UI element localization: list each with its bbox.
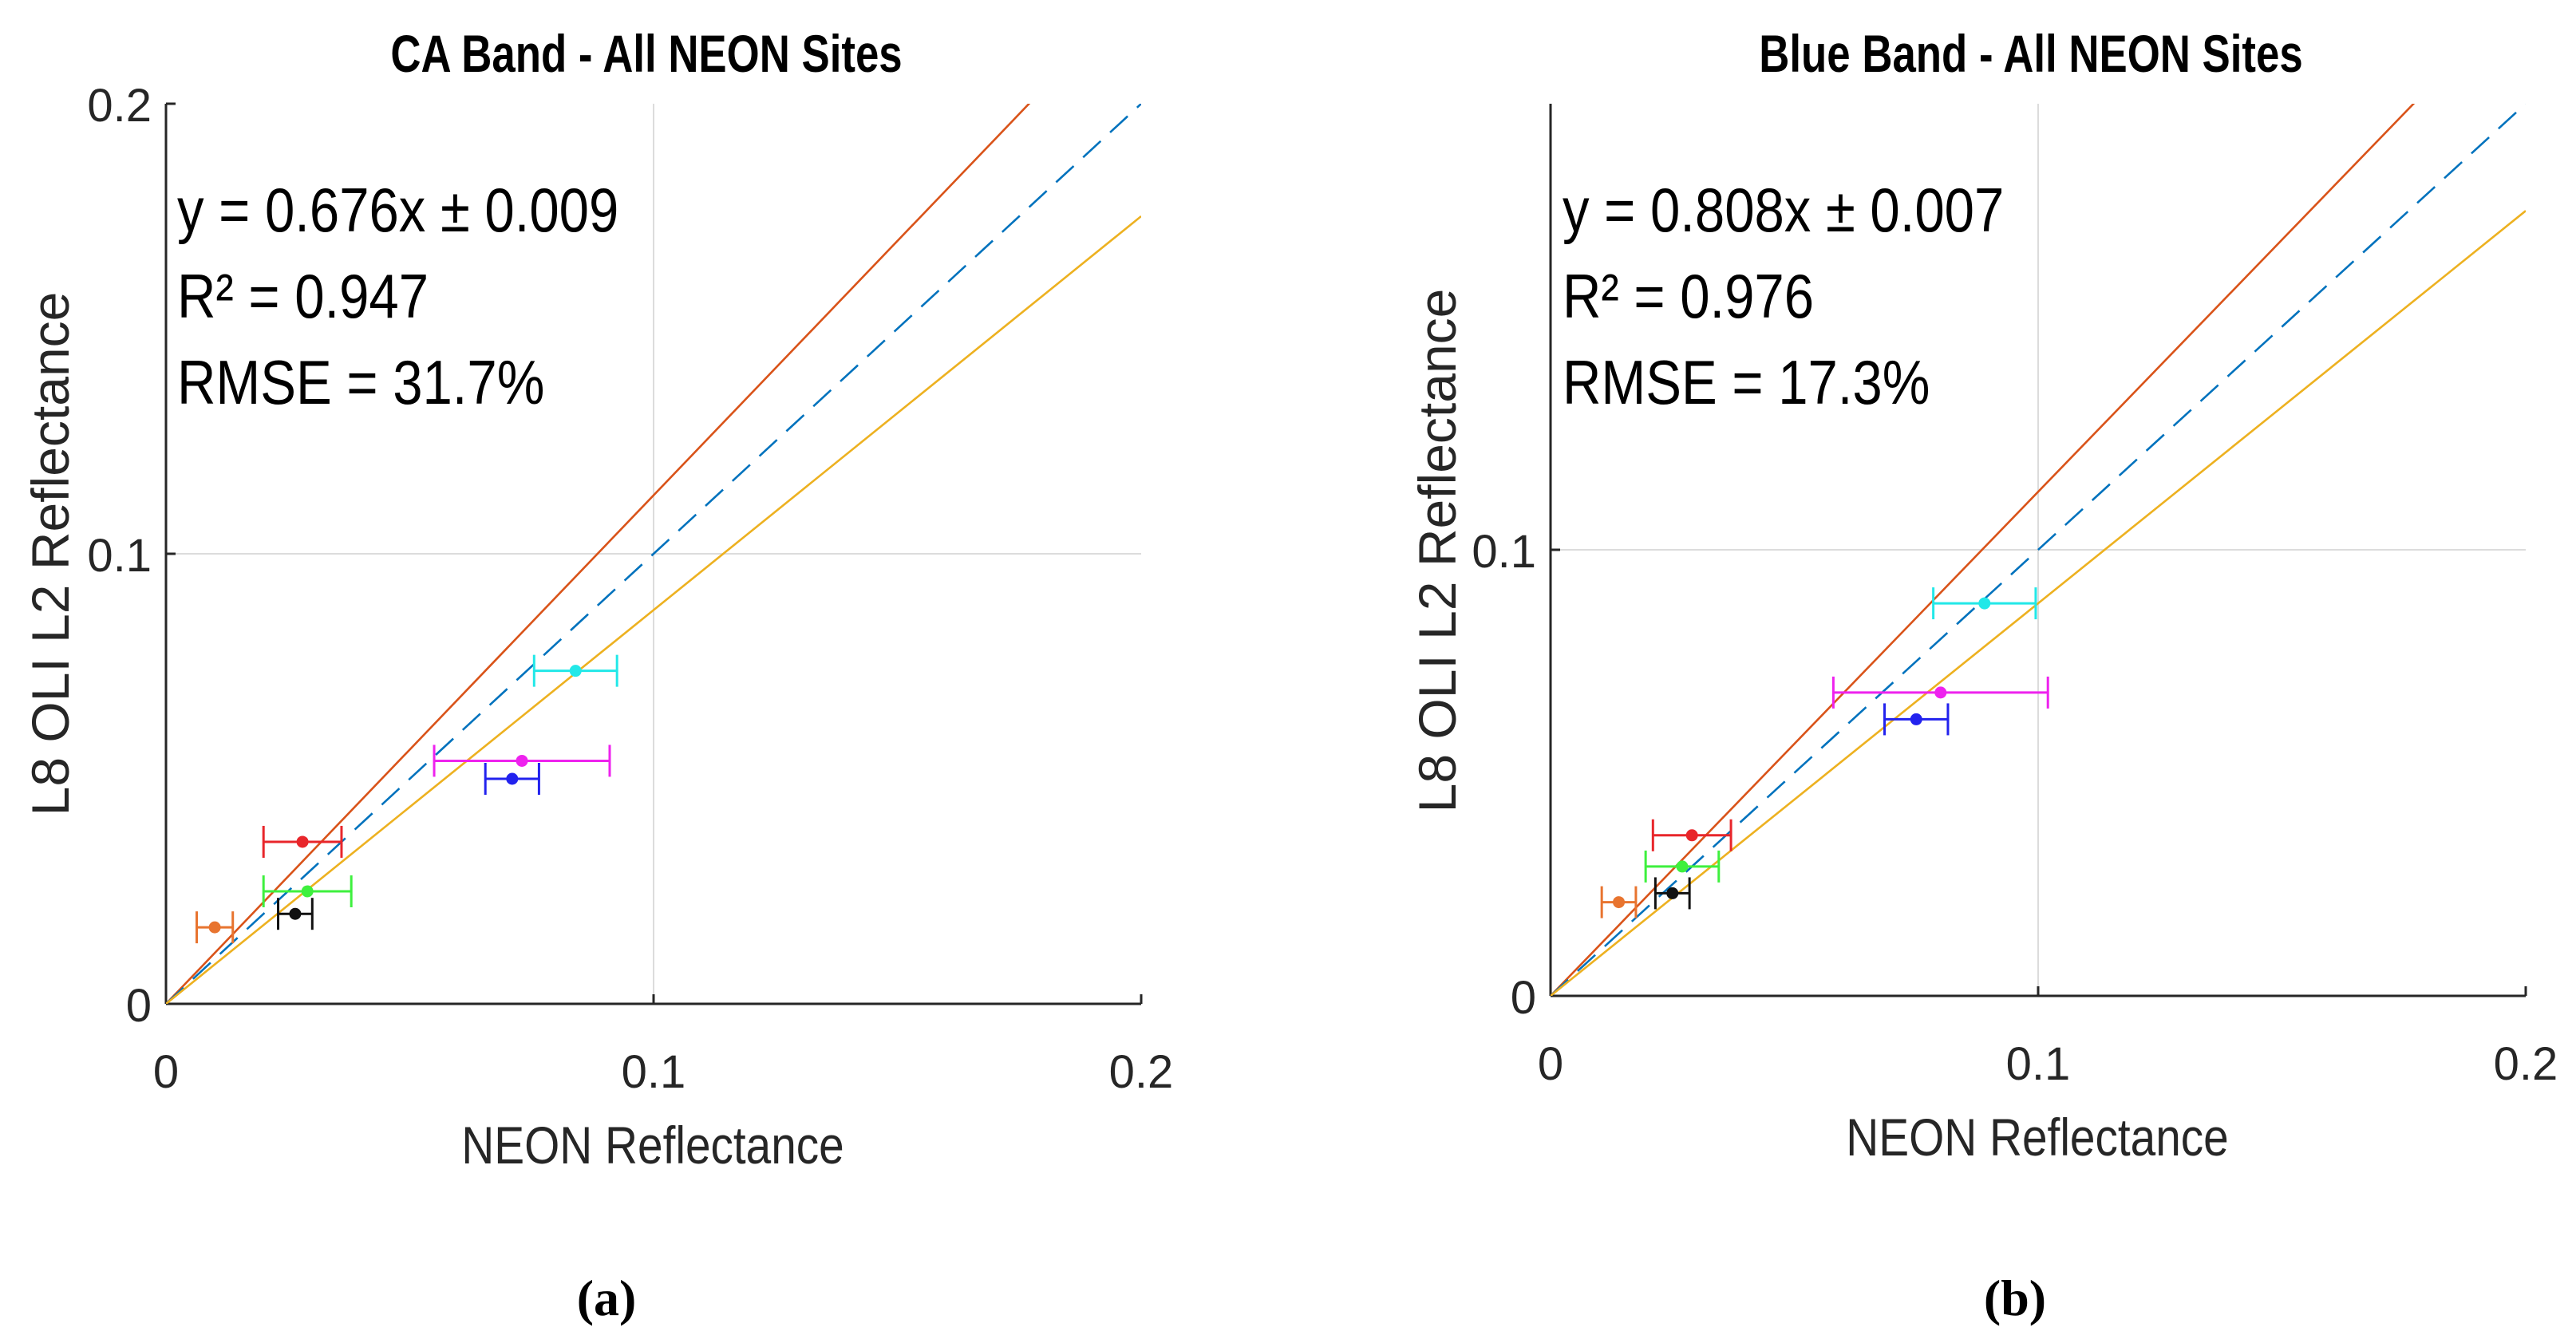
x-tick-label: 0 [1538, 1038, 1563, 1090]
line-lower-bound [166, 215, 1141, 1004]
panel-b: 0 0.1 0.2 0 0.1 Blue Band - All NEON Sites NEO… [1408, 24, 2558, 1167]
data-point [296, 835, 309, 848]
x-tick-label: 0.2 [1109, 1046, 1174, 1098]
data-point [1685, 829, 1698, 842]
data-point-group [195, 911, 235, 944]
annotation-text: R² = 0.976 [1563, 262, 1814, 331]
data-point [1676, 860, 1689, 873]
line-one-to-one [166, 104, 1141, 1004]
data-point-group [1651, 819, 1732, 851]
chart-title: Blue Band - All NEON Sites [1759, 24, 2302, 83]
line-one-to-one [1551, 104, 2526, 996]
data-point-group [1653, 877, 1691, 910]
data-point-group [277, 898, 314, 930]
data-point [506, 772, 519, 785]
data-point [208, 921, 221, 934]
data-point-group [1644, 850, 1721, 883]
data-point [1934, 686, 1947, 699]
panel-a: 0 0.1 0.2 0 0.1 0.2 CA Band - All NEON Sites NE… [21, 24, 1174, 1175]
reference-lines [166, 104, 1141, 1004]
y-tick-label: 0.1 [1472, 526, 1536, 578]
x-axis-label: NEON Reflectance [461, 1116, 844, 1175]
y-tick-label: 0.1 [87, 530, 152, 582]
x-tick-label: 0.1 [2006, 1038, 2071, 1090]
chart-title: CA Band - All NEON Sites [390, 24, 902, 83]
data-point [1910, 713, 1922, 725]
line-upper-bound [1551, 104, 2416, 996]
annotation-text: y = 0.808x ± 0.007 [1563, 176, 2004, 245]
data-point-group [532, 654, 618, 687]
x-axis-label: NEON Reflectance [1846, 1108, 2228, 1167]
reference-lines [1551, 104, 2526, 996]
data-point-group [1932, 587, 2037, 620]
annotation-text: y = 0.676x ± 0.009 [177, 176, 618, 245]
data-point [289, 907, 302, 920]
x-tick-label: 0 [153, 1046, 179, 1098]
y-tick-label: 0.2 [87, 80, 152, 132]
data-point-group [1883, 703, 1950, 736]
y-axis-label: L8 OLI L2 Reflectance [1408, 289, 1467, 813]
data-point [1613, 896, 1626, 909]
data-point-group [262, 825, 343, 858]
data-point [1666, 887, 1679, 899]
panel-label-b: (b) [1984, 1270, 2046, 1326]
data-point-group [433, 745, 611, 777]
annotation-text: RMSE = 17.3% [1563, 348, 1930, 417]
data-point [301, 885, 314, 898]
data-point [516, 754, 528, 767]
data-point-group [1600, 886, 1638, 918]
y-tick-label: 0 [1511, 972, 1536, 1024]
annotation-text: RMSE = 31.7% [177, 348, 544, 417]
data-point-group [1831, 676, 2049, 709]
line-lower-bound [1551, 210, 2526, 996]
x-tick-label: 0.1 [622, 1046, 686, 1098]
x-tick-label: 0.2 [2494, 1038, 2558, 1090]
data-point [569, 665, 582, 677]
y-tick-label: 0 [126, 980, 152, 1032]
data-point-group [484, 763, 540, 795]
data-point-group [262, 875, 353, 907]
line-upper-bound [166, 104, 1031, 1004]
annotation-text: R² = 0.947 [177, 262, 429, 331]
data-point [1978, 597, 1991, 610]
y-axis-label: L8 OLI L2 Reflectance [21, 292, 80, 816]
panel-label-a: (a) [577, 1270, 637, 1326]
